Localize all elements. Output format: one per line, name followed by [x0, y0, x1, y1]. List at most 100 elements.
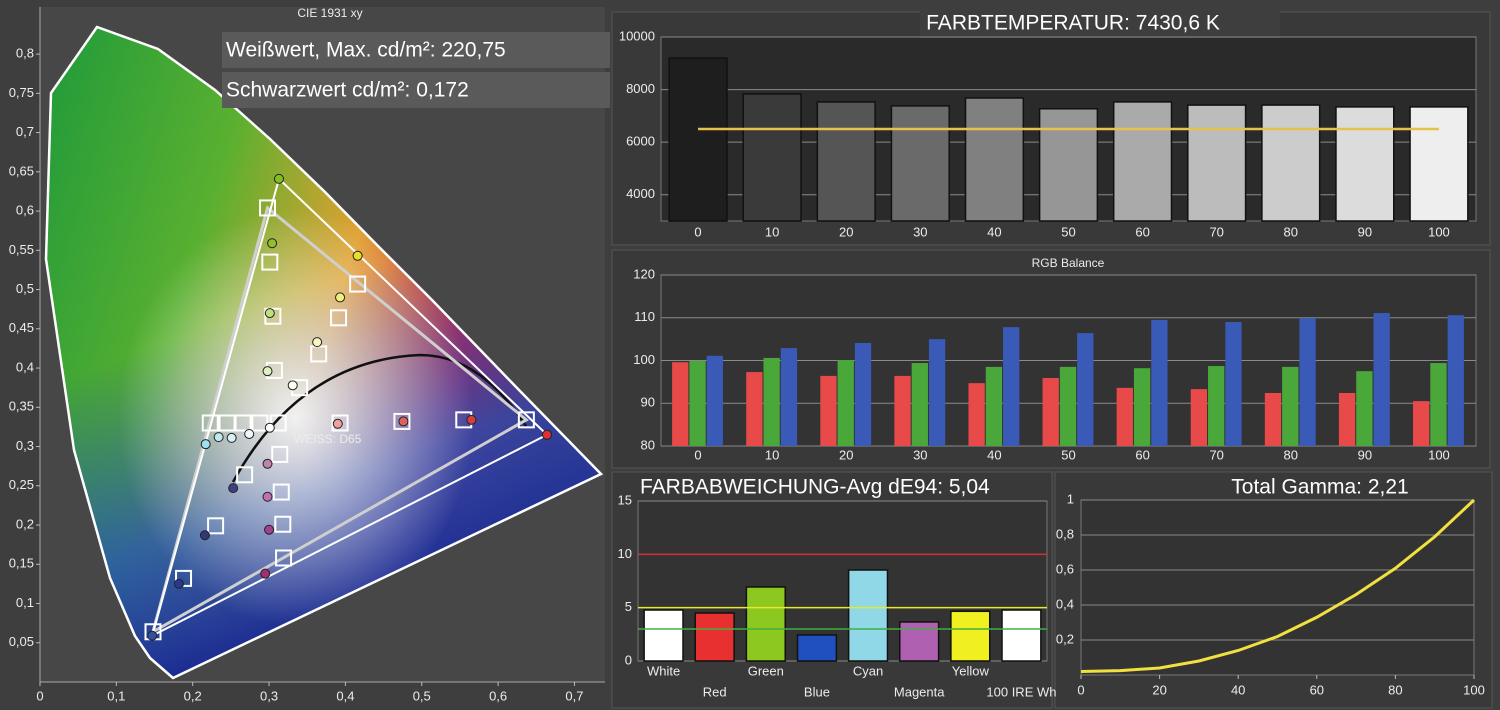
bar	[796, 634, 838, 662]
bar	[1338, 392, 1356, 446]
x-tick-label: 80	[1284, 447, 1298, 462]
target-point	[393, 412, 411, 430]
bar	[1003, 327, 1020, 446]
target-point	[349, 275, 367, 293]
y-tick-label: 5	[625, 599, 632, 614]
target-point	[236, 466, 254, 484]
bar	[780, 348, 798, 446]
bar	[694, 612, 735, 662]
x-tick-label: 0	[36, 688, 43, 703]
x-tick-label: 60	[1135, 224, 1149, 239]
measured-point	[262, 366, 273, 377]
measured-point	[200, 439, 211, 450]
measured-point	[173, 578, 184, 589]
x-tick-label: 30	[913, 224, 927, 239]
bar	[1447, 315, 1464, 446]
gamma-curve	[1080, 498, 1476, 673]
bar	[950, 610, 991, 662]
measured-point	[262, 458, 273, 469]
bar	[689, 360, 706, 446]
chart-title: RGB Balance	[1032, 256, 1105, 270]
bar	[890, 105, 950, 222]
bar	[745, 586, 786, 662]
x-tick-label: 100 IRE Wh	[986, 684, 1056, 699]
bar	[1430, 363, 1447, 446]
bar	[847, 569, 889, 662]
bar	[1133, 368, 1151, 446]
x-tick-label: 50	[1061, 447, 1075, 462]
y-tick-label: 0,6	[16, 203, 34, 218]
x-tick-label: 0,5	[413, 688, 431, 703]
bar	[928, 339, 946, 446]
bar	[1190, 389, 1208, 446]
x-tick-label: 70	[1209, 447, 1223, 462]
x-tick-label: 0,3	[260, 688, 278, 703]
measured-point	[228, 483, 239, 494]
target-point	[517, 411, 535, 429]
y-tick-label: 0,2	[16, 516, 34, 531]
x-tick-label: 40	[1231, 682, 1245, 697]
x-tick-label: 20	[839, 224, 853, 239]
x-tick-label: 0	[694, 224, 701, 239]
x-tick-label: 40	[987, 447, 1001, 462]
y-tick-label: 0,65	[9, 163, 34, 178]
x-tick-label: 100	[1428, 224, 1450, 239]
bar	[1299, 318, 1316, 446]
bar	[1042, 378, 1059, 446]
y-tick-label: 0,75	[9, 85, 34, 100]
x-tick-label: 60	[1310, 682, 1324, 697]
bar	[968, 383, 985, 446]
measured-point	[541, 429, 552, 440]
x-tick-label: 100	[1428, 447, 1450, 462]
x-tick-label: 10	[765, 224, 779, 239]
y-tick-label: 0,1	[16, 595, 34, 610]
measured-point	[264, 422, 275, 433]
measured-point	[264, 308, 275, 319]
x-tick-label: 50	[1061, 224, 1075, 239]
x-tick-label: 100	[1463, 682, 1485, 697]
bar	[1282, 366, 1299, 446]
bar	[1373, 313, 1390, 446]
y-tick-label: 8000	[626, 81, 655, 96]
bar	[1261, 104, 1321, 222]
bar	[1116, 387, 1133, 446]
annotation-box	[222, 32, 610, 68]
x-tick-label: 10	[765, 447, 779, 462]
x-tick-label: 60	[1135, 447, 1149, 462]
measured-point	[199, 530, 210, 541]
target-point	[259, 199, 277, 217]
measured-point	[244, 428, 255, 439]
target-point	[207, 517, 225, 535]
target-point	[175, 569, 193, 587]
measured-point	[264, 524, 275, 535]
bar	[746, 372, 763, 446]
y-tick-label: 0,05	[9, 634, 34, 649]
x-tick-label: 0,4	[336, 688, 354, 703]
bar	[854, 342, 872, 446]
measured-point	[273, 173, 284, 184]
bar	[1187, 104, 1247, 222]
measured-point	[267, 238, 278, 249]
measured-point	[312, 337, 323, 348]
x-tick-label: 20	[839, 447, 853, 462]
target-point	[331, 414, 349, 432]
x-tick-label: White	[647, 663, 680, 678]
y-tick-label: 15	[618, 492, 632, 507]
y-tick-label: 0,8	[16, 46, 34, 61]
bar	[742, 93, 802, 222]
y-tick-label: 4000	[626, 186, 655, 201]
measured-point	[287, 380, 298, 391]
target-point	[272, 483, 290, 501]
measured-point	[332, 418, 343, 429]
bar	[816, 101, 876, 222]
x-tick-label: Yellow	[952, 663, 990, 678]
y-tick-label: 0,4	[16, 359, 34, 374]
annotation: WEISS: D65	[294, 432, 362, 446]
y-tick-label: 100	[633, 352, 655, 367]
x-tick-label: 90	[1358, 447, 1372, 462]
measured-point	[213, 432, 224, 443]
measured-point	[147, 630, 158, 641]
y-tick-label: 80	[641, 437, 655, 452]
chart-title: Total Gamma: 2,21	[1231, 476, 1408, 499]
